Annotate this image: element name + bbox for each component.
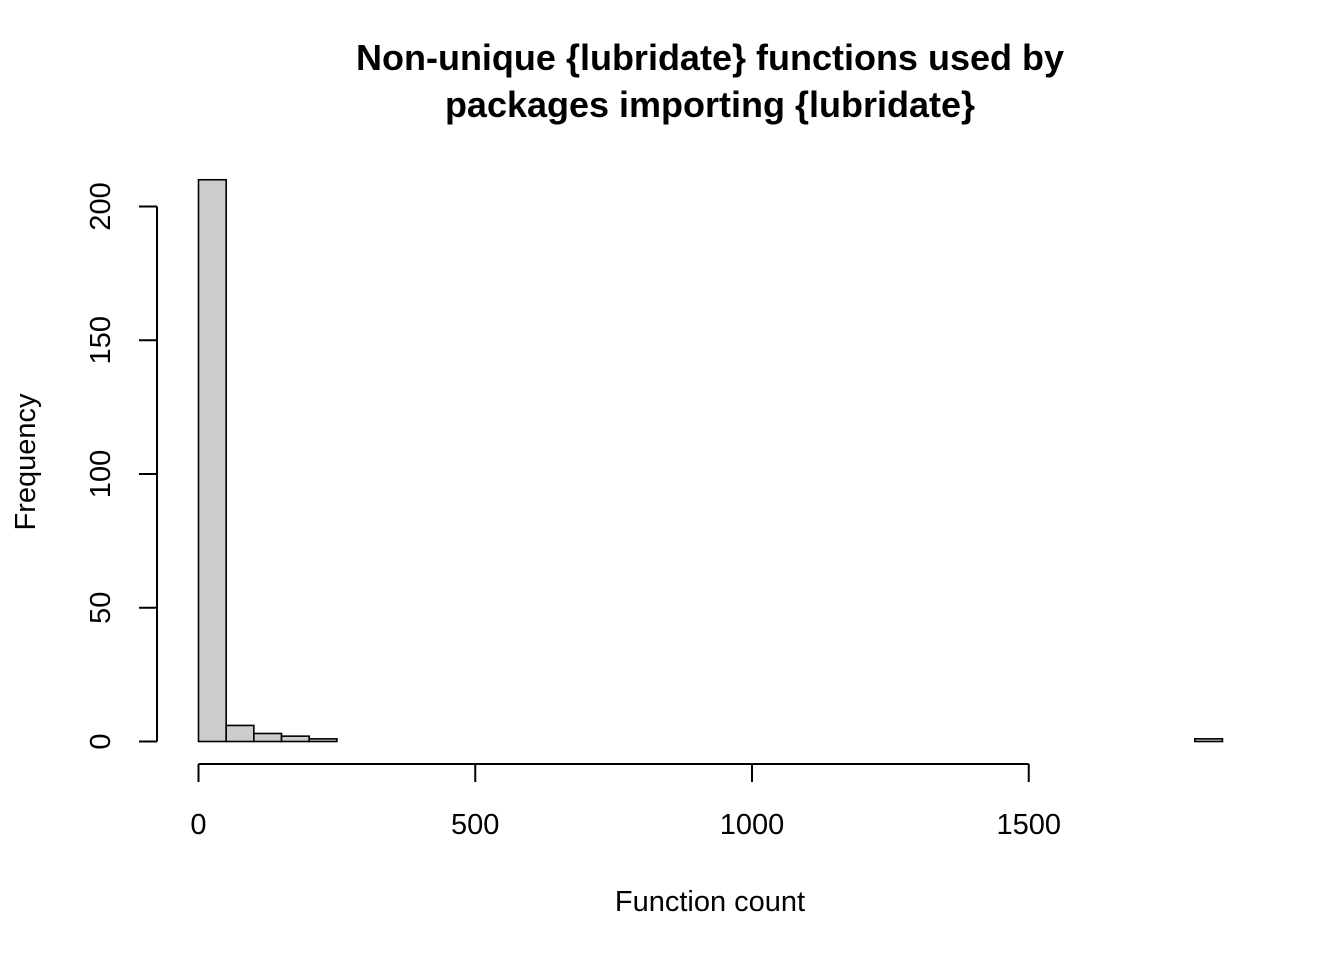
x-axis-label: Function count — [615, 886, 805, 918]
histogram-bar — [253, 732, 283, 743]
chart-title-line-1: Non-unique {lubridate} functions used by — [356, 37, 1064, 78]
histogram-bar — [225, 724, 255, 743]
y-axis: 0 50 100 150 200 — [85, 182, 158, 750]
y-axis-label: Frequency — [10, 393, 42, 531]
histogram-bar — [280, 735, 310, 743]
histogram-bar — [1194, 738, 1224, 743]
y-tick-label: 200 — [85, 182, 117, 230]
x-tick-label: 1000 — [720, 809, 785, 841]
histogram-bar — [197, 178, 227, 743]
chart-title: Non-unique {lubridate} functions used by… — [356, 37, 1064, 125]
x-tick-label: 0 — [190, 809, 206, 841]
chart-title-line-2: packages importing {lubridate} — [445, 84, 975, 125]
x-tick-label: 1500 — [996, 809, 1061, 841]
y-tick-label: 150 — [85, 316, 117, 364]
x-axis: 0 500 1000 1500 — [190, 763, 1061, 841]
x-tick-label: 500 — [451, 809, 499, 841]
y-tick-label: 100 — [85, 450, 117, 498]
histogram-bar — [308, 738, 338, 743]
histogram-bars — [197, 178, 1224, 743]
y-tick-label: 0 — [85, 733, 117, 749]
y-tick-label: 50 — [85, 592, 117, 624]
